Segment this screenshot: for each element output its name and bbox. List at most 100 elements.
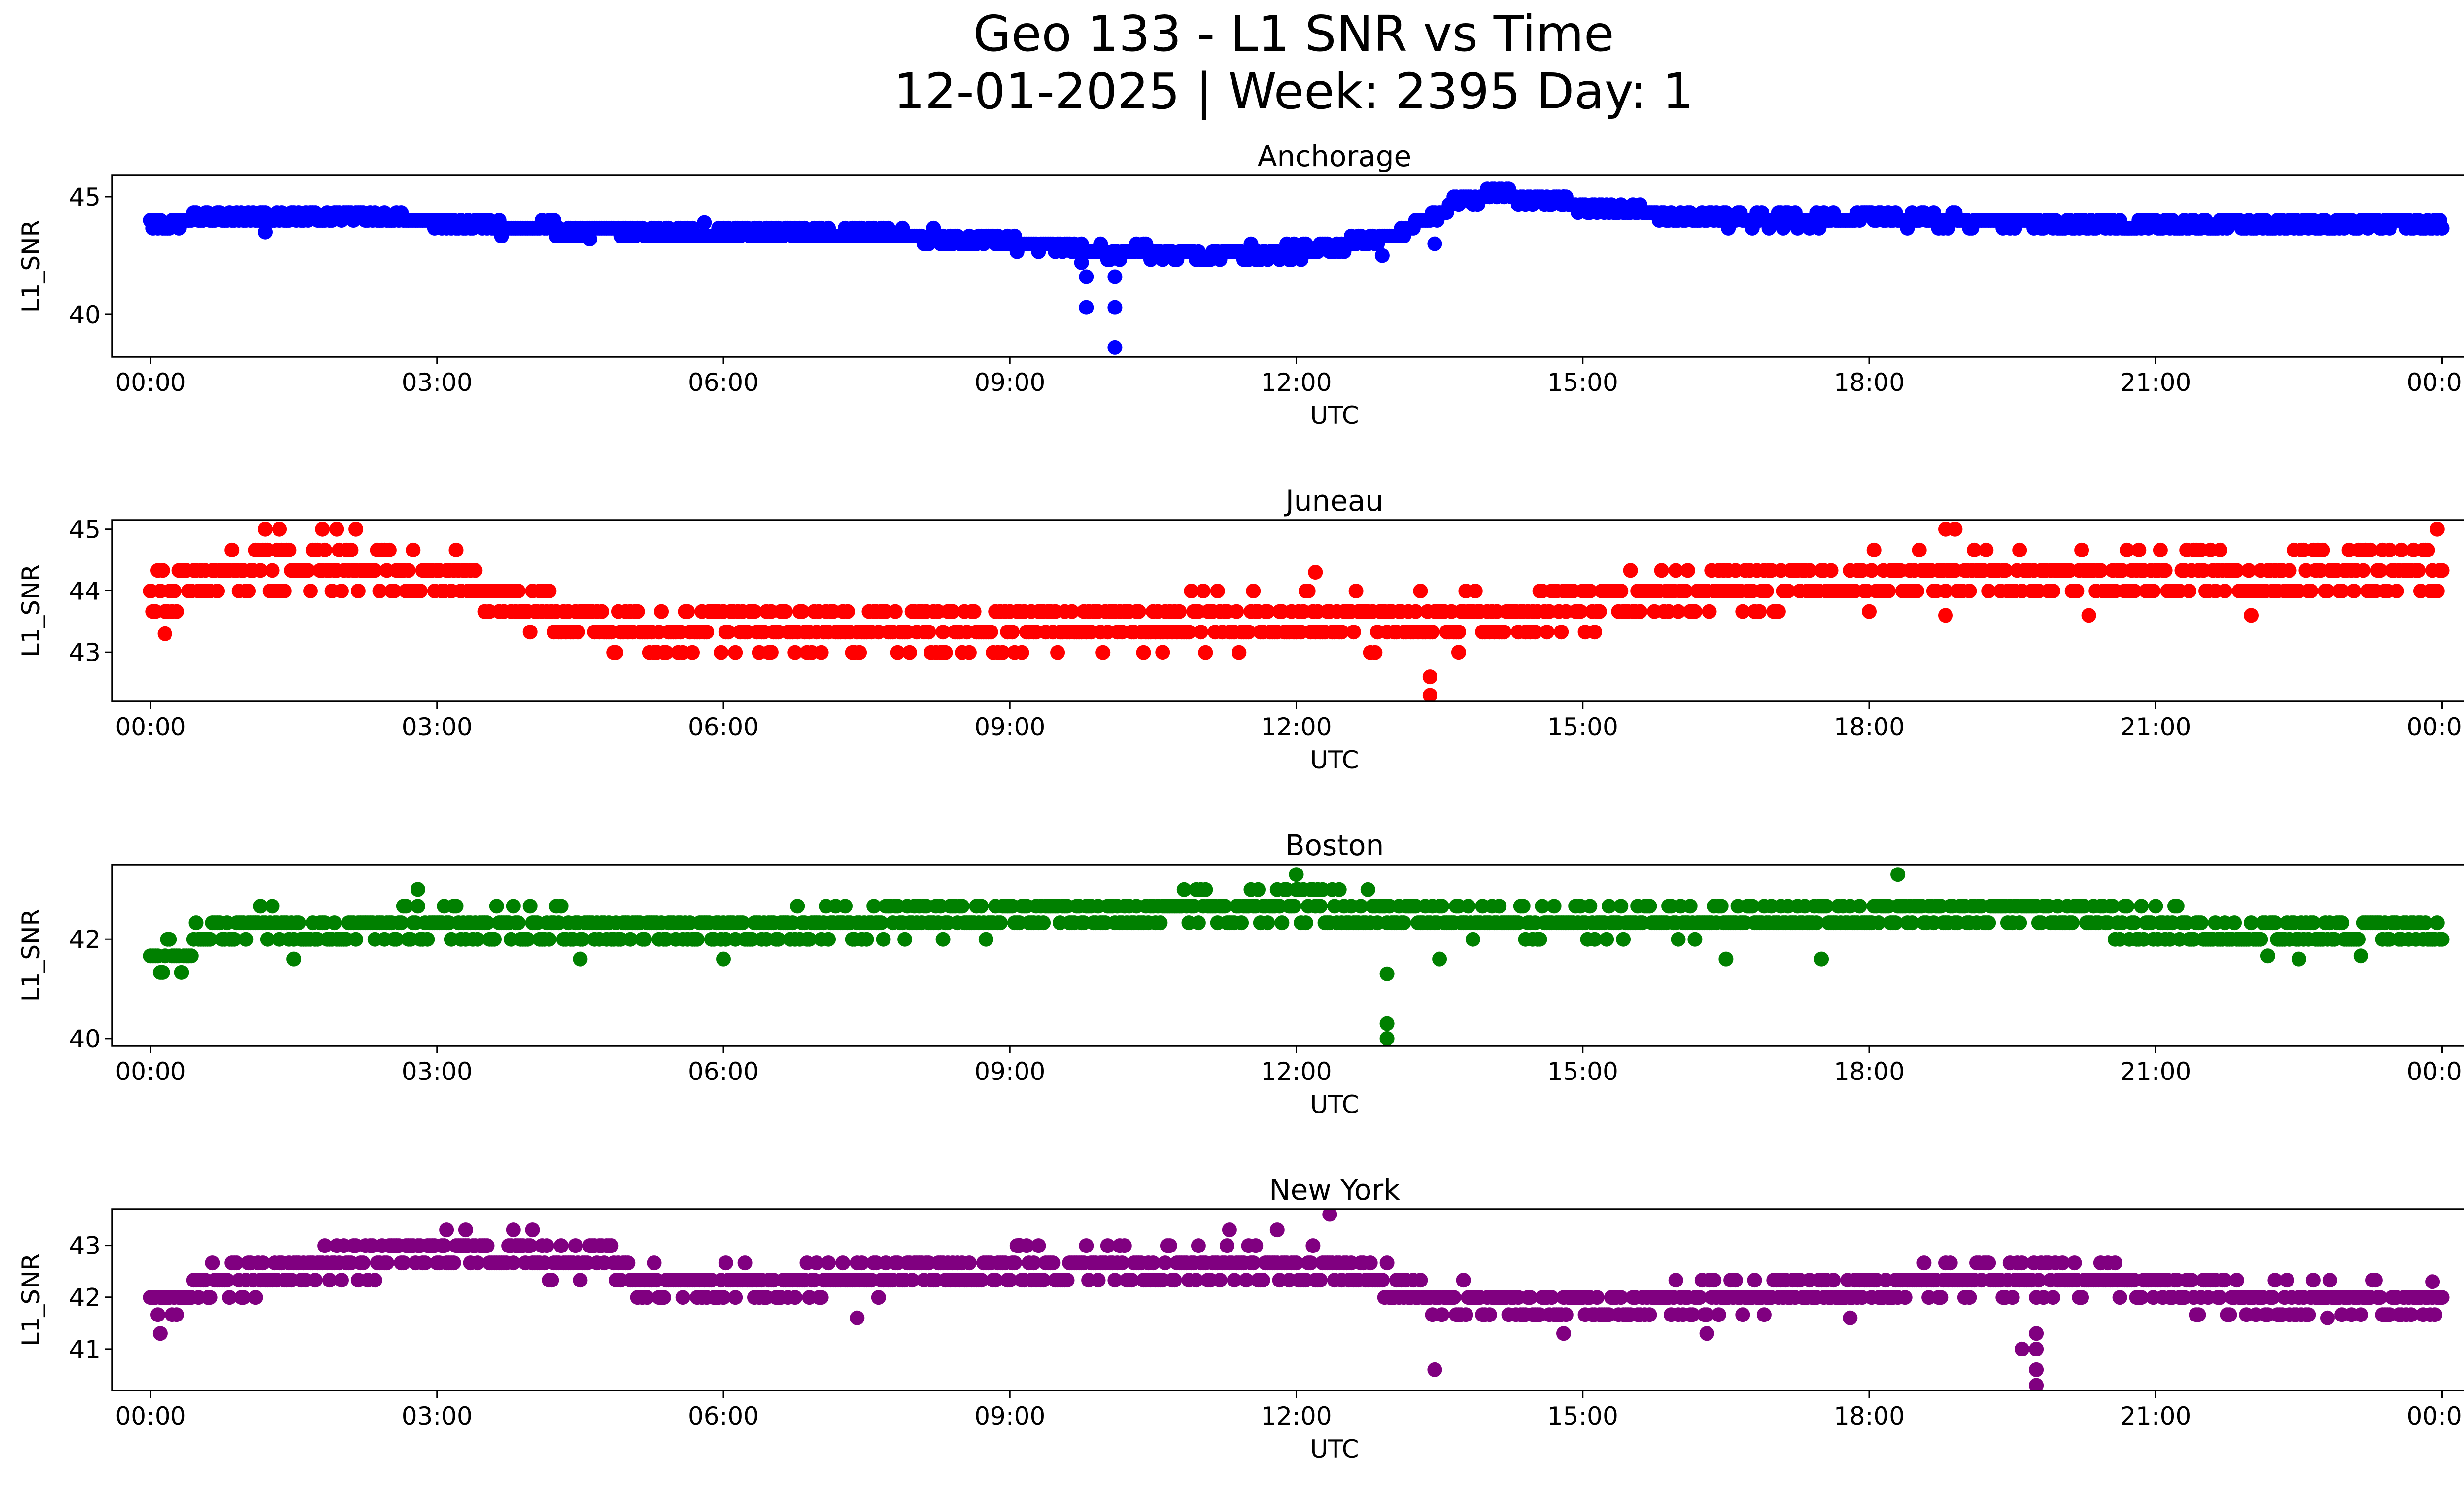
data-point bbox=[553, 899, 569, 914]
y-tick-label: 45 bbox=[69, 183, 101, 211]
outlier-point bbox=[1379, 1016, 1395, 1031]
data-point bbox=[2434, 1290, 2450, 1305]
x-tick-label: 12:00 bbox=[1261, 368, 1332, 397]
data-point bbox=[1527, 625, 1542, 640]
subplot-new-york: 00:00 03:00 06:00 09:00 12:00 15:00 18:00 21:00… bbox=[17, 1173, 2464, 1463]
data-point bbox=[689, 932, 705, 947]
data-point bbox=[303, 584, 318, 598]
data-point bbox=[479, 915, 495, 931]
data-point bbox=[640, 1290, 654, 1305]
data-point bbox=[1007, 1255, 1022, 1271]
data-point bbox=[1050, 645, 1065, 660]
data-point bbox=[227, 932, 241, 947]
data-point bbox=[2169, 899, 2185, 914]
data-point bbox=[2241, 563, 2257, 578]
data-point bbox=[437, 1238, 452, 1253]
data-point bbox=[902, 645, 917, 660]
data-point bbox=[1413, 584, 1428, 598]
data-point bbox=[2005, 1290, 2020, 1305]
x-tick-label: 00:00 bbox=[115, 713, 186, 741]
data-point bbox=[1456, 1273, 1471, 1288]
outlier-point bbox=[1107, 340, 1123, 355]
data-point bbox=[966, 604, 982, 619]
outlier-point bbox=[573, 951, 588, 967]
data-point bbox=[809, 1255, 824, 1271]
data-point bbox=[2305, 1273, 2321, 1288]
outlier-point bbox=[1432, 951, 1447, 967]
data-point bbox=[2267, 1273, 2283, 1288]
data-point bbox=[1745, 899, 1760, 914]
data-point bbox=[854, 1255, 869, 1271]
data-point bbox=[2193, 915, 2209, 931]
data-point bbox=[992, 915, 1008, 931]
data-point bbox=[522, 625, 538, 640]
x-axis-label: UTC bbox=[1310, 1435, 1359, 1463]
outlier-point bbox=[411, 882, 425, 897]
outlier-point bbox=[2081, 608, 2096, 623]
y-tick-label: 45 bbox=[69, 516, 101, 544]
data-point bbox=[859, 932, 874, 947]
axes-frame bbox=[111, 1208, 2464, 1391]
data-point bbox=[511, 915, 526, 931]
data-point bbox=[620, 1255, 636, 1271]
data-point bbox=[974, 899, 989, 914]
data-point bbox=[2351, 932, 2366, 947]
data-point bbox=[897, 932, 913, 947]
data-point bbox=[1332, 882, 1347, 897]
data-point bbox=[1587, 625, 1602, 640]
data-point bbox=[2153, 542, 2168, 557]
data-point bbox=[281, 542, 297, 557]
data-point bbox=[1379, 1255, 1395, 1271]
data-point bbox=[1461, 899, 1476, 914]
outlier-point bbox=[2425, 1274, 2440, 1289]
data-point bbox=[222, 1290, 237, 1305]
data-point bbox=[656, 1290, 671, 1305]
data-point bbox=[1425, 625, 1440, 640]
data-point bbox=[446, 1255, 461, 1271]
data-point bbox=[1468, 584, 1483, 598]
data-point bbox=[317, 1238, 333, 1253]
outlier-point bbox=[850, 1310, 865, 1325]
data-point bbox=[2253, 932, 2268, 947]
x-tick-label: 06:00 bbox=[688, 368, 759, 397]
data-point bbox=[1862, 604, 1877, 619]
data-point bbox=[1212, 1273, 1228, 1288]
data-point bbox=[1107, 1273, 1123, 1288]
data-point bbox=[255, 1255, 271, 1271]
data-point bbox=[1360, 882, 1375, 897]
data-point bbox=[728, 1290, 743, 1305]
data-point bbox=[308, 1273, 323, 1288]
data-point bbox=[1408, 604, 1423, 619]
data-point bbox=[1756, 1307, 1772, 1322]
data-point bbox=[1396, 915, 1411, 931]
data-point bbox=[2126, 584, 2142, 598]
scatter-points bbox=[143, 181, 2450, 355]
data-point bbox=[1260, 604, 1275, 619]
data-point bbox=[1671, 932, 1686, 947]
data-point bbox=[1181, 625, 1197, 640]
outlier-point bbox=[2029, 1378, 2044, 1391]
outlier-point bbox=[1079, 269, 1094, 284]
data-point bbox=[2157, 563, 2173, 578]
data-point bbox=[448, 542, 464, 557]
data-point bbox=[2382, 542, 2397, 557]
data-point bbox=[394, 915, 409, 931]
data-point bbox=[1312, 1273, 1328, 1288]
data-point bbox=[2184, 1273, 2199, 1288]
data-point bbox=[401, 563, 416, 578]
data-point bbox=[2428, 1307, 2442, 1322]
data-point bbox=[2372, 563, 2388, 578]
data-point bbox=[1241, 625, 1256, 640]
data-point bbox=[778, 604, 793, 619]
data-point bbox=[1668, 563, 1683, 578]
data-point bbox=[553, 1238, 569, 1253]
subplot-title: New York bbox=[1269, 1173, 1400, 1207]
outlier-point bbox=[649, 645, 664, 660]
data-point bbox=[468, 563, 483, 578]
data-point bbox=[1933, 1290, 1949, 1305]
x-axis-label: UTC bbox=[1310, 746, 1359, 774]
outlier-point bbox=[1422, 688, 1437, 701]
data-point bbox=[1687, 604, 1703, 619]
data-point bbox=[1334, 625, 1349, 640]
data-point bbox=[871, 1290, 886, 1305]
